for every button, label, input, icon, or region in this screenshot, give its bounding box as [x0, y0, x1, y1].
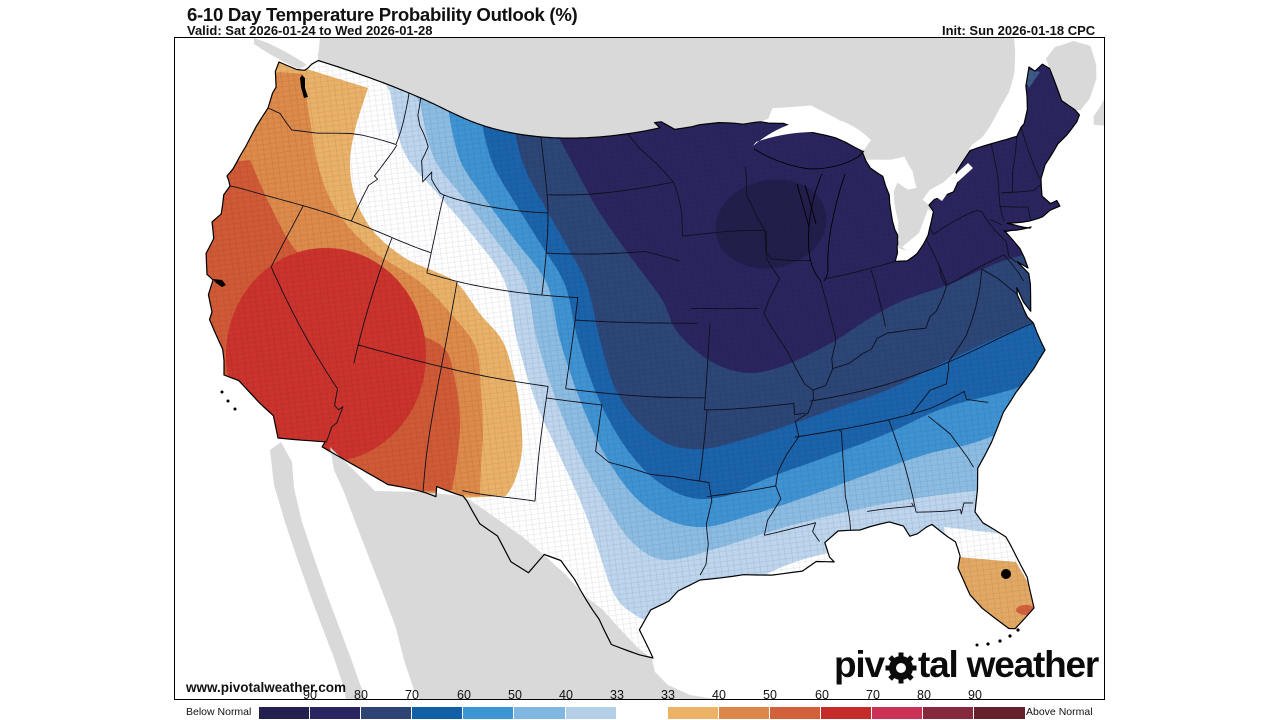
svg-text:tal weather: tal weather: [918, 644, 1099, 685]
svg-text:piv: piv: [834, 644, 885, 685]
